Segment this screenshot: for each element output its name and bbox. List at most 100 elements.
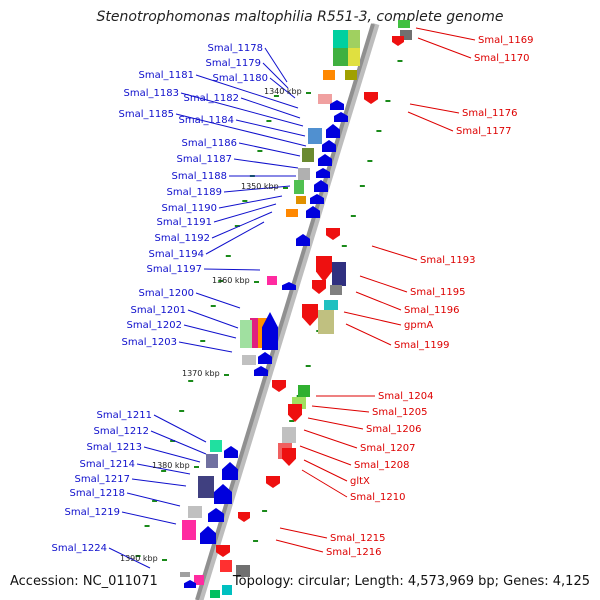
- leader-line: [303, 429, 358, 449]
- gene-labels: Smal_1178 Smal_1179 Smal_1180 Smal_1181 Smal…: [52, 35, 534, 558]
- accession-text: Accession: NC_011071: [10, 574, 158, 589]
- leader-line: [211, 211, 273, 239]
- gene-arrow: [224, 446, 238, 458]
- gene-label-left: Smal_1189: [167, 187, 222, 198]
- ring-mark: [218, 280, 224, 282]
- gene-label-left: Smal_1202: [127, 320, 182, 331]
- gene-arrow: [306, 206, 320, 218]
- gene-block: [294, 180, 304, 194]
- ring-mark: [305, 365, 311, 367]
- gene-block: [182, 520, 196, 540]
- gene-label-right: Smal_1207: [360, 443, 415, 454]
- gene-block: [198, 476, 214, 498]
- gene-block: [206, 454, 218, 468]
- gene-label-left: Smal_1211: [97, 410, 152, 421]
- leader-line: [126, 492, 181, 507]
- leader-line: [407, 111, 454, 132]
- gene-block: [242, 355, 256, 365]
- gene-label-right: Smal_1196: [404, 305, 459, 316]
- ring-mark: [144, 525, 150, 527]
- leader-line: [235, 119, 306, 137]
- leader-line: [233, 158, 299, 169]
- kbp-tick-label: 1360 kbp: [212, 276, 250, 285]
- gene-arrow: [262, 312, 278, 350]
- gene-arrow: [334, 112, 348, 122]
- gene-arrow: [216, 545, 230, 557]
- ring-mark: [266, 120, 272, 122]
- gene-arrow: [208, 508, 224, 522]
- leader-line: [311, 405, 370, 413]
- leader-line: [213, 203, 277, 223]
- kbp-tick-label: 1340 kbp: [264, 87, 302, 96]
- gene-label-right: Smal_1210: [350, 492, 405, 503]
- gene-label-right: Smal_1215: [330, 533, 385, 544]
- leader-line: [143, 446, 201, 463]
- gene-label-left: Smal_1214: [80, 459, 135, 470]
- gene-arrow: [238, 512, 250, 522]
- leader-line: [275, 539, 324, 553]
- leader-line: [415, 27, 476, 41]
- gene-label-left: Smal_1188: [172, 171, 227, 182]
- ring-mark: [253, 540, 259, 542]
- gene-arrow: [312, 280, 326, 294]
- ring-mark: [376, 130, 382, 132]
- ring-mark: [257, 150, 263, 152]
- gene-label-left: Smal_1192: [155, 233, 210, 244]
- leader-line: [355, 291, 402, 311]
- gene-block: [323, 70, 335, 80]
- gene-arrow: [296, 234, 310, 246]
- gene-block: [210, 590, 220, 598]
- gene-label-left: Smal_1191: [157, 217, 212, 228]
- kbp-ticks: 1340 kbp 1350 kbp 1360 kbp 1370 kbp 1380 kbp…: [120, 87, 311, 563]
- ring-mark: [179, 410, 185, 412]
- ring-mark: [341, 245, 347, 247]
- gene-label-left: Smal_1187: [177, 154, 232, 165]
- gene-label-left: Smal_1184: [179, 115, 234, 126]
- leader-line: [136, 463, 191, 475]
- genome-summary-text: Topology: circular; Length: 4,573,969 bp…: [232, 574, 590, 589]
- gene-arrow: [364, 92, 378, 104]
- leader-line: [299, 445, 352, 466]
- gene-arrow: [392, 36, 404, 46]
- gene-label-left: Smal_1212: [94, 426, 149, 437]
- leader-line: [238, 142, 301, 157]
- gene-label-left: Smal_1197: [147, 264, 202, 275]
- gene-label-left: Smal_1190: [162, 203, 217, 214]
- ring-mark: [385, 100, 391, 102]
- ring-mark: [359, 185, 365, 187]
- gene-block: [210, 440, 222, 452]
- leader-line: [264, 47, 288, 83]
- kbp-tick-label: 1390 kbp: [120, 554, 158, 563]
- gene-block: [298, 385, 310, 397]
- leader-line: [205, 221, 265, 255]
- ring-mark: [397, 60, 403, 62]
- gene-label-left: Smal_1213: [87, 442, 142, 453]
- leader-line: [183, 324, 237, 339]
- gene-block: [308, 128, 322, 144]
- gene-block: [318, 310, 334, 334]
- leader-line: [180, 92, 304, 127]
- gene-label-right: Smal_1176: [462, 108, 517, 119]
- ring-mark: [289, 420, 295, 422]
- gene-block: [222, 585, 232, 595]
- leader-line: [131, 478, 187, 487]
- ring-mark: [262, 510, 268, 512]
- leader-line: [307, 417, 364, 430]
- gene-block: [333, 30, 349, 48]
- gene-block: [332, 262, 346, 286]
- gene-arrow: [330, 100, 344, 110]
- gene-label-left: Smal_1219: [65, 507, 120, 518]
- gene-arrow: [316, 256, 332, 282]
- gene-block: [318, 94, 332, 104]
- leader-line: [121, 511, 177, 525]
- leader-line: [108, 547, 151, 569]
- gene-label-left: Smal_1182: [184, 93, 239, 104]
- gene-arrow: [282, 282, 296, 290]
- ring-mark: [273, 95, 279, 97]
- gene-block: [400, 30, 412, 40]
- gene-arrow: [272, 380, 286, 392]
- ring-mark: [188, 380, 194, 382]
- gene-label-right: Smal_1170: [474, 53, 529, 64]
- leader-line: [262, 62, 289, 89]
